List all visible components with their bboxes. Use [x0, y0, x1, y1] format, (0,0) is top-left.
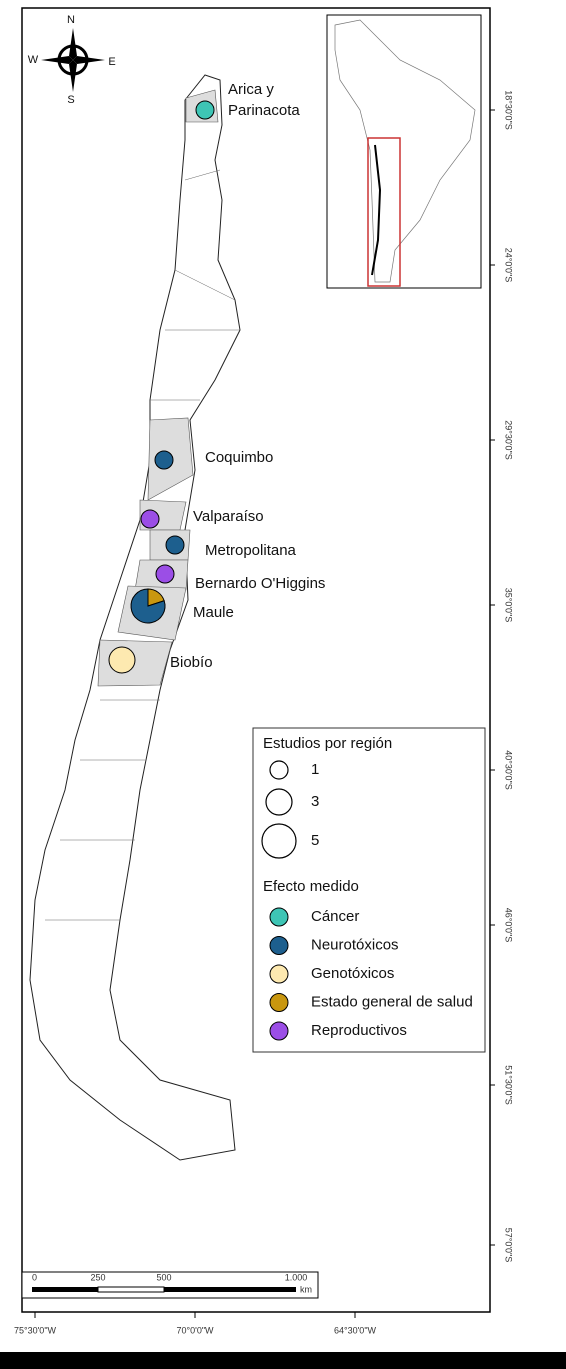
latitude-label: 35°0'0"S [504, 588, 514, 623]
legend-label: Genotóxicos [311, 965, 394, 982]
scale-unit: km [300, 1284, 312, 1294]
scale-bar [21, 1271, 319, 1299]
longitude-label: 75°30'0"W [14, 1325, 57, 1335]
inset-highlight [367, 137, 401, 287]
compass-needle [69, 28, 77, 60]
scale-segment [164, 1287, 296, 1292]
compass-needle [41, 56, 73, 64]
legend-swatch [269, 993, 289, 1012]
compass-east: E [108, 56, 115, 68]
legend-size-circle [269, 760, 289, 780]
scale-label: 1.000 [285, 1272, 308, 1282]
region-marker [154, 450, 174, 470]
legend-size-circle [265, 788, 293, 816]
scale-frame [21, 1271, 319, 1299]
scale-segment [32, 1287, 98, 1292]
latitude-label: 40°30'0"S [504, 750, 514, 790]
legend-swatch [269, 1021, 289, 1041]
region-label: Biobío [170, 654, 213, 671]
region-label: Valparaíso [193, 508, 264, 525]
legend-size-circle [261, 823, 297, 859]
continent-outline [334, 19, 476, 283]
inset-map [326, 14, 482, 289]
region-marker [140, 509, 160, 529]
latitude-label: 29°30'0"S [504, 420, 514, 460]
legend-size-label: 5 [311, 832, 319, 849]
legend-swatch [269, 964, 289, 984]
longitude-label: 70°0'0"W [176, 1325, 214, 1335]
legend-box [252, 727, 486, 1053]
scale-segment [97, 1286, 165, 1293]
chile-inset [371, 144, 382, 276]
legend-label: Reproductivos [311, 1022, 407, 1039]
region-marker [155, 564, 175, 584]
latitude-label: 51°30'0"S [504, 1065, 514, 1105]
region-marker [108, 646, 136, 674]
compass-west: W [28, 54, 39, 66]
legend-swatch [269, 907, 289, 927]
legend-size-label: 1 [311, 761, 319, 778]
legend-swatch [269, 936, 289, 955]
latitude-label: 57°0'0"S [504, 1228, 514, 1263]
scale-label: 0 [32, 1272, 37, 1282]
longitude-label: 64°30'0"W [334, 1325, 377, 1335]
region-label: Arica y [228, 81, 274, 98]
latitude-label: 18°30'0"S [504, 90, 514, 130]
compass-north: N [67, 14, 75, 26]
region-label: Parinacota [228, 102, 300, 119]
legend-effect-title: Efecto medido [263, 878, 359, 895]
region-marker [165, 535, 185, 555]
pie-slice [130, 588, 166, 624]
region-label: Coquimbo [205, 449, 273, 466]
compass-needle [69, 60, 77, 92]
scale-label: 500 [156, 1272, 171, 1282]
border [45, 169, 240, 921]
bottom-bar [0, 1352, 566, 1369]
legend-label: Cáncer [311, 908, 359, 925]
legend-label: Neurotóxicos [311, 936, 399, 953]
region-borders [45, 169, 240, 921]
legend-size-title: Estudios por región [263, 735, 392, 752]
legend-label: Estado general de salud [311, 993, 473, 1010]
latitude-label: 24°0'0"S [504, 248, 514, 283]
region-label: Metropolitana [205, 542, 297, 559]
legend-size-label: 3 [311, 793, 319, 810]
legend: Estudios por región Efecto medido [252, 727, 486, 1053]
region-label: Maule [193, 604, 234, 621]
compass-needle [73, 56, 105, 64]
latitude-label: 46°0'0"S [504, 908, 514, 943]
region-marker [195, 100, 215, 120]
compass: N S E W [28, 14, 116, 106]
compass-south: S [67, 94, 74, 106]
scale-label: 250 [90, 1272, 105, 1282]
region-label: Bernardo O'Higgins [195, 575, 325, 592]
